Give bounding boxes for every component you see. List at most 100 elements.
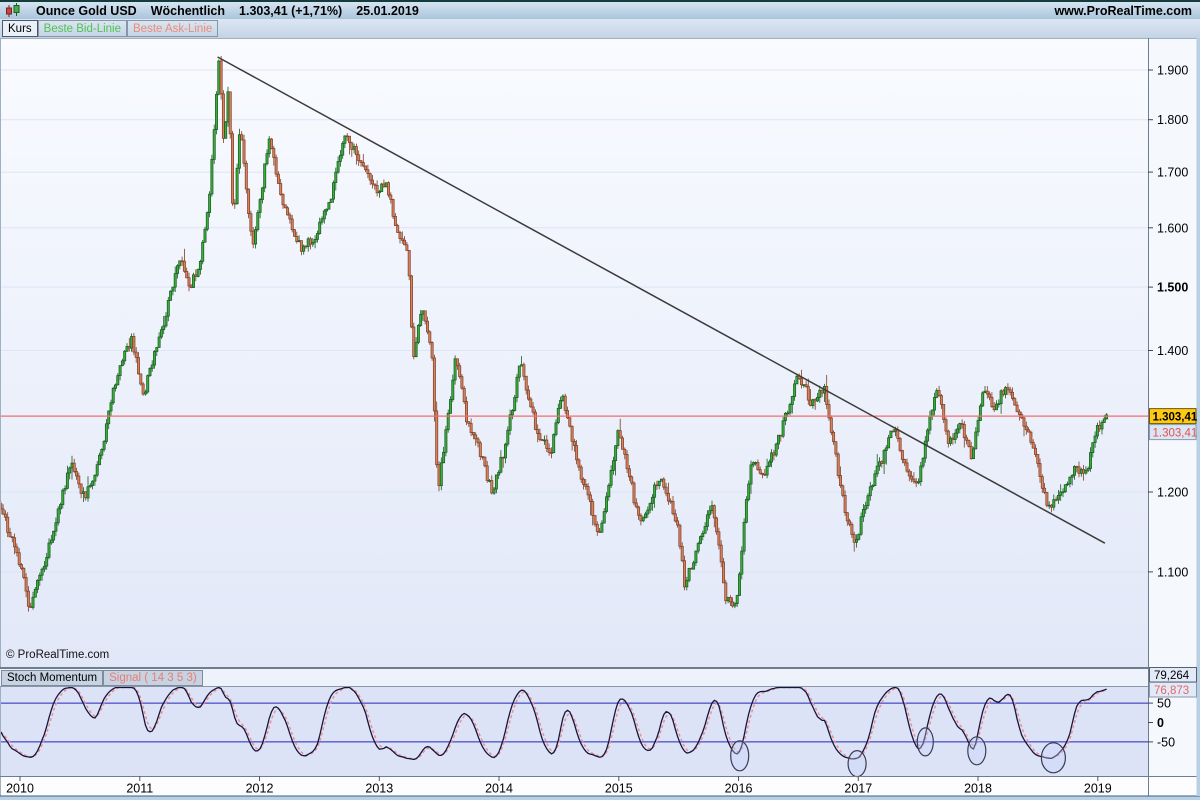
candle-body [1079,469,1083,474]
candle-body [930,409,934,417]
candle-body [749,464,753,485]
candle-body [10,536,14,539]
candle-body [563,395,567,411]
tab-stoch-momentum[interactable]: Stoch Momentum [1,670,104,686]
candle-body [442,451,446,464]
candle-body [185,270,189,279]
candle-body [816,397,819,402]
quote-date: 25.01.2019 [356,3,419,18]
candle-body [313,239,317,243]
candle-body [1040,476,1044,489]
candle-body [646,509,650,515]
indicator-axis-label: 0 [1157,716,1164,730]
candle-body [1034,447,1037,455]
year-label: 2019 [1084,782,1112,796]
window-bottom-edge [0,796,1200,800]
candle-body [283,204,287,209]
candle-body [933,397,936,411]
ellipse-annotation[interactable] [916,727,934,757]
candle-body [710,505,714,512]
tab-beste-bid-linie[interactable]: Beste Bid-Linie [37,20,128,37]
candle-body [878,461,881,467]
candle-body [366,169,370,175]
candle-body [352,146,356,150]
candle-body [779,434,783,437]
candle-body [146,375,150,393]
candle-body [939,395,943,405]
candle-body [806,386,810,401]
descending-trendline[interactable] [217,56,1106,544]
ellipse-annotation[interactable] [847,749,867,778]
candle-body [660,478,663,482]
chart-canvas[interactable]: 1.900 1.800 1.700 1.600 1.500 1.400 1.200 1.100… [0,38,1200,800]
candle-body [320,218,324,223]
candle-body [1024,425,1028,431]
candle-body [256,212,260,231]
candle-body [1011,391,1014,399]
candle-body [621,437,624,450]
candle-body [481,456,485,458]
candle-body [795,375,799,385]
candle-body [45,557,49,567]
candle-body [946,430,950,444]
candle-body [926,429,930,442]
candle-body [6,516,10,533]
candle-body [699,536,702,544]
candle-body [809,399,813,406]
candle-body [361,162,365,167]
tab-signal[interactable]: Signal ( 14 3 5 3) [103,670,203,686]
candle-body [910,475,914,480]
candle-body [960,423,964,425]
candle-body [566,410,569,419]
candle-body [609,470,613,486]
candle-body [937,390,941,396]
candle-body [231,133,234,204]
candle-body [189,285,193,288]
year-label: 2010 [6,782,34,796]
candle-body [98,454,101,466]
candle-body [524,375,528,391]
tab-beste-ask-linie[interactable]: Beste Ask-Linie [127,20,219,37]
candle-body [625,454,629,470]
candle-body [265,153,269,165]
candle-body [575,445,579,461]
candle-body [375,184,379,194]
candle-body [728,597,732,603]
candle-body [579,466,583,480]
window-right-edge [1196,38,1200,796]
candle-body [297,240,301,242]
candle-body [244,162,248,190]
candle-body [951,437,955,440]
website-link[interactable]: www.ProRealTime.com [1054,3,1192,18]
candle-body [483,456,487,467]
candle-body [531,406,535,413]
candle-body [79,483,83,494]
price-axis-label: 1.500 [1157,281,1188,295]
candle-body [267,138,271,155]
tab-kurs[interactable]: Kurs [2,20,38,37]
candle-body [114,384,117,389]
candle-body [228,91,232,135]
candle-body [1036,454,1040,464]
candle-body [696,543,700,552]
candle-body [832,432,836,443]
candle-body [208,193,212,213]
year-label: 2011 [126,782,153,796]
main-chart-background[interactable] [0,38,1148,667]
candle-body [568,417,572,427]
ellipse-annotation[interactable] [1040,742,1067,774]
stoch-k-line [0,686,1107,761]
candle-body [272,148,276,158]
ellipse-annotation[interactable] [967,736,987,766]
candle-body [350,142,354,150]
candle-body [1073,466,1076,476]
candle-body [125,346,129,352]
candle-body [336,161,340,173]
candle-body [196,269,200,277]
time-axis-background[interactable] [0,776,1200,797]
ellipse-annotation[interactable] [730,740,750,772]
candle-body [348,135,351,144]
candle-body [102,441,106,450]
candle-body [848,520,852,525]
candle-body [559,400,563,409]
